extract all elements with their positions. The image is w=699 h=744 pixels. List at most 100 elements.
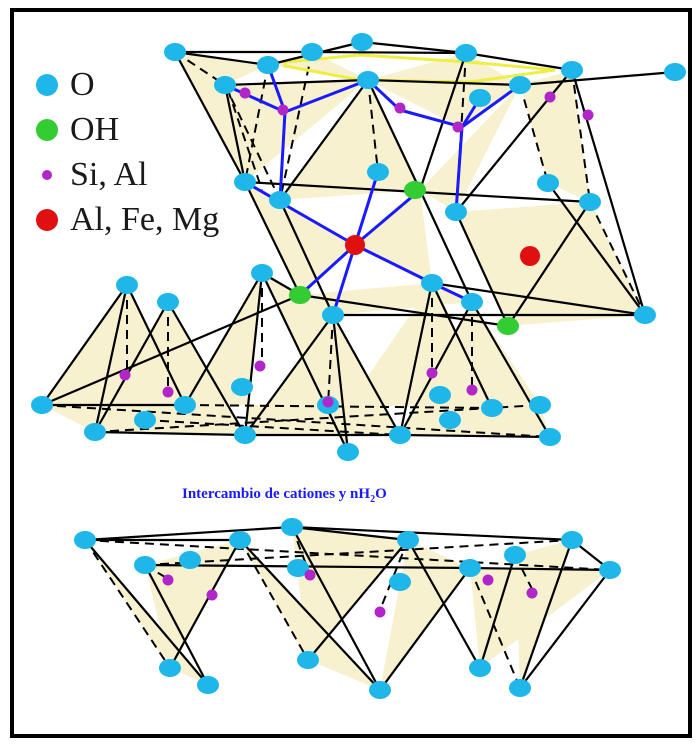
dashed-edge (144, 539, 573, 566)
silicon-aluminum-atom (206, 589, 218, 601)
highlighted-bond (461, 83, 521, 129)
oxygen-atom (297, 651, 319, 669)
silicon-aluminum-atom (466, 384, 478, 396)
silicon-aluminum-atom (426, 367, 438, 379)
solid-edge (465, 51, 573, 72)
oxygen-atom (369, 681, 391, 699)
silicon-aluminum-atom (304, 569, 316, 581)
solid-edge (184, 272, 263, 406)
oxygen-atom (134, 556, 156, 574)
highlighted-bond (331, 244, 357, 316)
solid-edge (299, 293, 509, 328)
dashed-edge (519, 84, 549, 184)
highlighted-bond (278, 111, 287, 201)
oxygen-atom (322, 306, 344, 324)
oxygen-atom (509, 679, 531, 697)
oxygen-circle-icon (36, 74, 58, 96)
hydroxyl-atom (289, 286, 311, 304)
solid-edge (419, 189, 473, 303)
caption-subscript: 2 (370, 494, 376, 505)
dashed-edge (224, 84, 281, 201)
legend-item-oh: OH (36, 113, 119, 147)
oxygen-atom (455, 44, 477, 62)
caption-text: Intercambio de cationes y nH (182, 486, 371, 502)
solid-edge (126, 284, 186, 406)
oxygen-atom (84, 423, 106, 441)
dashed-edge (367, 79, 379, 173)
caption: Intercambio de cationes y nH2O (182, 486, 522, 505)
tetrahedron-face (520, 70, 590, 202)
silicon-aluminum-atom (119, 369, 131, 381)
oxygen-atom (269, 191, 291, 209)
silicon-aluminum-atom (482, 574, 494, 586)
solid-edge (570, 69, 647, 316)
hydroxyl-atom (497, 317, 519, 335)
silicon-dot-icon (42, 170, 52, 180)
dashed-edge (589, 201, 646, 316)
silicon-aluminum-atom (239, 87, 251, 99)
oxygen-atom (234, 173, 256, 191)
oxygen-atom (599, 561, 621, 579)
highlighted-bond (399, 108, 463, 129)
oxygen-atom (439, 411, 461, 429)
oxygen-atom (357, 71, 379, 89)
tetrahedron-face (420, 85, 520, 212)
dashed-edge (469, 567, 521, 689)
solid-edge (361, 40, 467, 55)
solid-edge (261, 272, 349, 453)
oxygen-atom (157, 293, 179, 311)
oxygen-atom (351, 33, 373, 51)
oxygen-atom (509, 76, 531, 94)
dashed-edge (327, 314, 334, 406)
oxygen-atom (389, 426, 411, 444)
oxygen-atom (337, 443, 359, 461)
highlighted-bond (298, 243, 357, 297)
oxygen-atom (281, 518, 303, 536)
tetrahedron-face (268, 42, 368, 80)
oxygen-atom (164, 43, 186, 61)
solid-edge (224, 78, 369, 87)
legend-label-oh: OH (70, 111, 120, 148)
oxygen-atom (134, 411, 156, 429)
tetrahedron-face (368, 53, 520, 127)
solid-edge (174, 51, 246, 183)
oxygen-atom (74, 531, 96, 549)
oxygen-atom (634, 306, 656, 324)
oxygen-atom (229, 531, 251, 549)
silicon-aluminum-atom (277, 104, 289, 116)
oxygen-atom (31, 396, 53, 414)
solid-edge (244, 314, 334, 436)
solid-edge (93, 284, 129, 433)
solid-edge (367, 79, 421, 191)
silicon-aluminum-atom (162, 574, 174, 586)
tetrahedron-face (145, 540, 240, 668)
oxygen-atom (579, 193, 601, 211)
solid-edge (332, 314, 401, 436)
legend-item-al-fe-mg: Al, Fe, Mg (36, 203, 219, 237)
metal-cation-circle-icon (36, 209, 58, 231)
oxygen-atom (234, 426, 256, 444)
silicon-aluminum-atom (544, 91, 556, 103)
silicon-aluminum-atom (254, 360, 266, 372)
dashed-edge (571, 69, 591, 203)
highlighted-bond (244, 180, 356, 247)
caption-suffix: O (375, 486, 387, 502)
oxygen-atom (429, 386, 451, 404)
solid-edge (519, 569, 611, 689)
silicon-aluminum-atom (322, 396, 334, 408)
highlighted-bond (224, 83, 286, 114)
legend-label-si-al: Si, Al (70, 156, 148, 193)
solid-edge (279, 199, 334, 316)
solid-edge (547, 182, 646, 316)
oxygen-atom (389, 573, 411, 591)
oxygen-atom (481, 399, 503, 417)
highlighted-bond (454, 126, 464, 213)
top-face-outline (283, 53, 556, 84)
oxygen-atom (174, 396, 196, 414)
solid-edge (41, 293, 301, 407)
dashed-edge (144, 419, 401, 436)
solid-edge (307, 539, 409, 661)
oxygen-atom (257, 56, 279, 74)
oxygen-atom (287, 559, 309, 577)
solid-edge (279, 79, 369, 201)
